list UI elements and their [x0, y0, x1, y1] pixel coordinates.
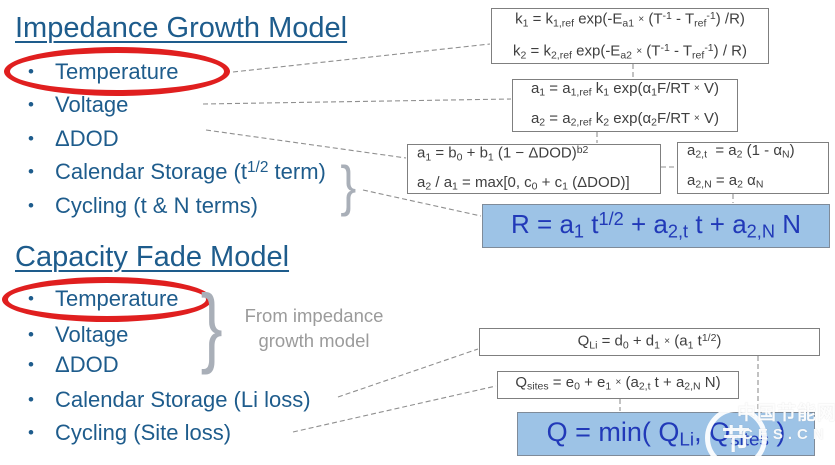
note-line-2: growth model	[258, 330, 370, 351]
capacity-bullet-calendar-storage: • Calendar Storage (Li loss)	[28, 385, 311, 415]
bullet-label: Voltage	[55, 92, 129, 117]
equation-box-q-sites: Qsites = e0 + e1 × (a2,t t + a2,N N)	[497, 371, 739, 399]
bullet-icon: •	[28, 355, 34, 374]
bullet-icon: •	[28, 162, 34, 181]
bullet-label: ΔDOD	[55, 126, 119, 151]
curly-brace-capacity: }	[200, 276, 223, 375]
impedance-bullet-dod: • ΔDOD	[28, 124, 119, 154]
bullet-label: Cycling (Site loss)	[55, 420, 232, 445]
bullet-label: Calendar Storage (Li loss)	[55, 387, 311, 412]
capacity-bullet-voltage: • Voltage	[28, 320, 128, 350]
bullet-label: Voltage	[55, 322, 129, 347]
bullet-icon: •	[28, 390, 34, 409]
bullet-icon: •	[28, 129, 34, 148]
bullet-icon: •	[28, 95, 34, 114]
bullet-label: ΔDOD	[55, 352, 119, 377]
equation-box-capacity-result: Q = min( QLi, Qsites )	[517, 412, 815, 456]
bullet-label: Cycling (t & N terms)	[55, 193, 258, 218]
bullet-icon: •	[28, 325, 34, 344]
from-impedance-note: From impedance growth model	[228, 303, 400, 353]
capacity-bullet-dod: • ΔDOD	[28, 350, 119, 380]
bullet-icon: •	[28, 423, 34, 442]
equation-box-rate-constants: k1 = k1,ref exp(-Ea1 × (T-1 - Tref-1) /R…	[491, 8, 769, 64]
impedance-bullet-cycling: • Cycling (t & N terms)	[28, 191, 258, 221]
red-circle-annotation-capacity-temperature	[2, 277, 212, 322]
curly-brace-impedance: }	[340, 154, 357, 217]
equation-box-alpha-split: a2,t = a2 (1 - αN) a2,N = a2 αN	[677, 142, 829, 194]
impedance-bullet-calendar-storage: • Calendar Storage (t1/2 term)	[28, 157, 326, 187]
impedance-section-title: Impedance Growth Model	[15, 12, 348, 44]
capacity-section-title: Capacity Fade Model	[15, 241, 290, 273]
bullet-label: Calendar Storage (t1/2 term)	[55, 159, 326, 184]
equation-box-q-li: QLi = d0 + d1 × (a1 t1/2)	[479, 328, 820, 356]
red-circle-annotation-impedance-temperature	[4, 47, 230, 96]
equation-box-voltage-terms: a1 = a1,ref k1 exp(α1F/RT × V) a2 = a2,re…	[512, 79, 738, 132]
equation-box-resistance-result: R = a1 t1/2 + a2,t t + a2,N N	[482, 204, 830, 248]
capacity-bullet-cycling: • Cycling (Site loss)	[28, 418, 231, 448]
impedance-bullet-voltage: • Voltage	[28, 90, 128, 120]
equation-box-dod-terms: a1 = b0 + b1 (1 − ΔDOD)b2 a2 / a1 = max[0…	[407, 144, 661, 194]
bullet-icon: •	[28, 196, 34, 215]
note-line-1: From impedance	[244, 305, 384, 326]
